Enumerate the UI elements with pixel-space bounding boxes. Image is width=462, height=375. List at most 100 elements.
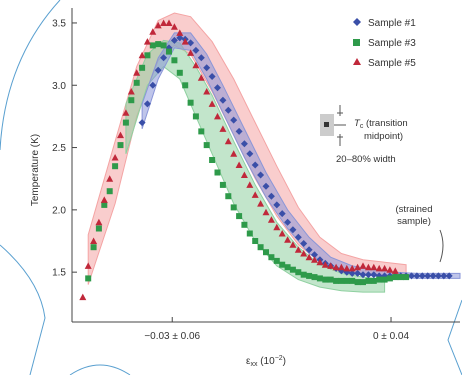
point-sample5	[192, 61, 200, 69]
point-sample3	[386, 275, 393, 282]
point-sample5	[257, 200, 265, 207]
bulk-label-leader	[439, 229, 444, 263]
point-sample5	[251, 191, 259, 198]
point-sample1	[267, 192, 275, 200]
point-sample1	[170, 36, 178, 44]
decorative-curve-bottom-left	[0, 244, 46, 375]
point-sample1	[311, 251, 318, 259]
point-sample5	[235, 161, 243, 168]
point-sample5	[79, 293, 87, 301]
point-sample5	[149, 28, 157, 35]
point-sample3	[90, 244, 97, 251]
point-sample1	[224, 106, 232, 114]
point-sample5	[284, 236, 292, 243]
point-sample1	[235, 127, 243, 135]
point-sample3	[279, 261, 286, 268]
transition-annotation: Tc (transition midpoint) 20–80% width	[320, 105, 408, 165]
point-sample5	[316, 258, 324, 266]
point-sample5	[381, 264, 389, 272]
point-sample5	[311, 256, 318, 263]
point-sample5	[219, 125, 227, 132]
point-sample3	[365, 277, 372, 284]
point-sample1	[434, 272, 442, 280]
confidence-bands	[87, 12, 461, 293]
transition-label-t: T	[354, 118, 361, 129]
y-tick-label: 2.0	[52, 205, 66, 216]
point-sample1	[370, 271, 378, 279]
point-sample3	[360, 279, 366, 286]
point-sample5	[133, 69, 141, 76]
point-sample5	[203, 88, 211, 95]
x-tick-label: 0 ± 0.04	[373, 331, 410, 342]
bulk-annotation: (strained sample)	[396, 204, 444, 263]
point-sample5	[117, 131, 124, 139]
point-sample1	[364, 271, 372, 279]
point-sample3	[225, 193, 232, 200]
point-sample1	[251, 161, 259, 169]
decorative-curve-left	[0, 0, 61, 151]
decorative-curve-bottom	[69, 364, 131, 375]
point-sample5	[106, 175, 114, 182]
point-sample3	[263, 249, 269, 256]
x-tick-label: −0.03 ± 0.06	[144, 331, 200, 342]
point-sample1	[208, 73, 216, 80]
point-sample3	[95, 225, 102, 232]
legend-marker-sample-3	[353, 39, 360, 46]
point-sample3	[311, 274, 318, 281]
point-sample3	[273, 257, 280, 264]
point-sample1	[413, 272, 421, 280]
point-sample3	[171, 57, 178, 64]
point-sample1	[429, 272, 437, 280]
point-sample5	[359, 262, 367, 269]
point-sample3	[230, 204, 237, 211]
bulk-label-line-1: (strained	[396, 204, 433, 215]
point-sample3	[300, 271, 307, 278]
point-sample1	[424, 272, 432, 280]
point-sample5	[154, 21, 162, 29]
x-axis-label-close: )	[283, 356, 286, 367]
point-sample3	[252, 238, 259, 244]
point-sample5	[160, 19, 168, 26]
width-label: 20–80% width	[336, 154, 396, 165]
point-sample5	[170, 23, 178, 30]
point-sample1	[154, 66, 162, 74]
point-sample5	[240, 171, 248, 178]
point-sample1	[197, 54, 205, 62]
point-sample1	[262, 182, 270, 190]
x-axis-label-unit: (10	[257, 356, 275, 367]
point-sample3	[370, 277, 377, 284]
point-sample5	[127, 88, 135, 95]
point-sample5	[327, 262, 335, 269]
point-sample1	[257, 171, 265, 179]
point-sample3	[327, 276, 334, 283]
point-sample3	[268, 254, 275, 261]
y-tick-label: 2.5	[52, 143, 66, 154]
point-sample3	[392, 274, 399, 281]
point-sample3	[166, 48, 172, 55]
point-sample3	[209, 157, 216, 163]
point-sample5	[214, 112, 221, 120]
point-sample5	[273, 223, 281, 231]
point-sample5	[348, 264, 356, 272]
point-sample3	[198, 128, 205, 135]
point-sample3	[322, 276, 329, 283]
point-sample1	[160, 54, 168, 62]
point-sample3	[343, 277, 350, 284]
point-sample3	[219, 181, 226, 188]
point-sample5	[197, 74, 205, 81]
point-sample3	[128, 97, 135, 104]
point-sample5	[386, 266, 394, 273]
point-sample5	[262, 208, 270, 216]
point-sample1	[149, 81, 157, 89]
point-sample3	[246, 230, 253, 237]
point-sample1	[305, 246, 313, 254]
point-sample3	[214, 169, 221, 176]
point-sample3	[236, 213, 243, 220]
point-sample3	[241, 221, 248, 228]
point-sample5	[138, 51, 146, 59]
point-sample3	[112, 163, 119, 170]
point-sample5	[267, 216, 275, 223]
point-sample5	[95, 218, 103, 226]
point-sample3	[338, 277, 345, 284]
